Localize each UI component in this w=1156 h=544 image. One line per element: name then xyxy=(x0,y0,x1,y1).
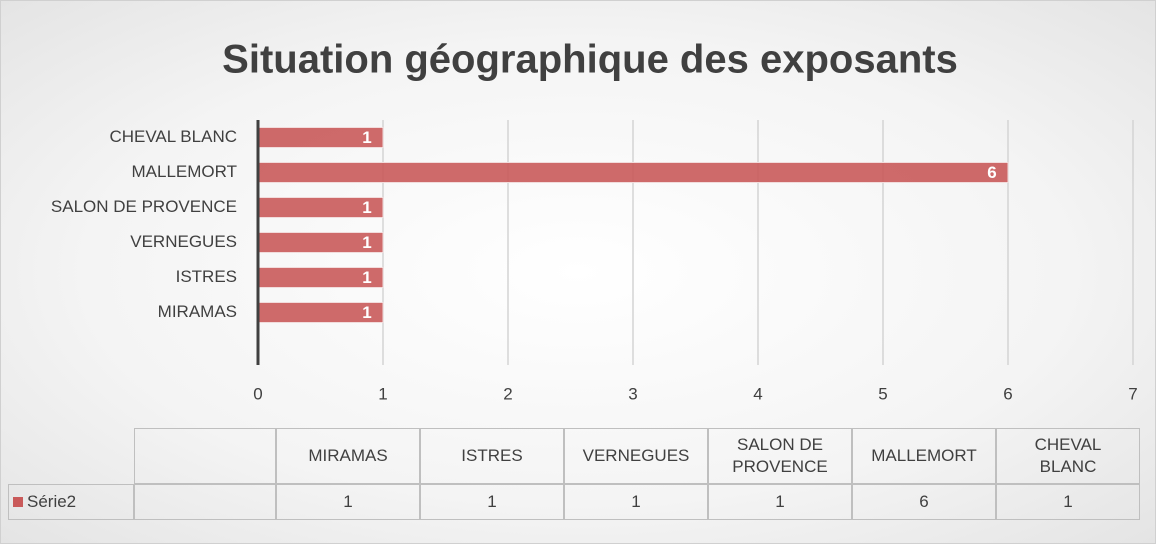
data-label: 1 xyxy=(362,233,371,252)
data-label: 1 xyxy=(362,303,371,322)
x-tick-label: 1 xyxy=(378,384,387,403)
table-blank xyxy=(134,484,276,520)
x-tick-label: 0 xyxy=(253,384,262,403)
table-header: SALON DE PROVENCE xyxy=(708,428,852,484)
table-value: 1 xyxy=(564,484,708,520)
y-tick-label: SALON DE PROVENCE xyxy=(51,197,237,216)
x-tick-label: 7 xyxy=(1128,384,1137,403)
x-tick-label: 3 xyxy=(628,384,637,403)
data-label: 6 xyxy=(987,163,996,182)
table-header: MALLEMORT xyxy=(852,428,996,484)
y-tick-label: CHEVAL BLANC xyxy=(109,127,237,146)
table-header: VERNEGUES xyxy=(564,428,708,484)
table-value: 1 xyxy=(996,484,1140,520)
table-value: 1 xyxy=(420,484,564,520)
bar xyxy=(257,162,1009,183)
table-header: ISTRES xyxy=(420,428,564,484)
table-corner xyxy=(134,428,276,484)
table-header: CHEVAL BLANC xyxy=(996,428,1140,484)
legend-label: Série2 xyxy=(27,492,77,511)
table-series-cell: Série2 xyxy=(8,484,134,520)
y-tick-label: MALLEMORT xyxy=(132,162,238,181)
x-tick-label: 5 xyxy=(878,384,887,403)
y-tick-label: ISTRES xyxy=(176,267,237,286)
data-label: 1 xyxy=(362,128,371,147)
y-tick-label: VERNEGUES xyxy=(130,232,237,251)
x-tick-label: 4 xyxy=(753,384,762,403)
data-label: 1 xyxy=(362,268,371,287)
x-tick-label: 2 xyxy=(503,384,512,403)
table-value: 1 xyxy=(276,484,420,520)
data-label: 1 xyxy=(362,198,371,217)
table-value: 1 xyxy=(708,484,852,520)
table-header: MIRAMAS xyxy=(276,428,420,484)
chart-title: Situation géographique des exposants xyxy=(222,38,958,82)
table-value: 6 xyxy=(852,484,996,520)
x-tick-label: 6 xyxy=(1003,384,1012,403)
y-tick-label: MIRAMAS xyxy=(158,302,237,321)
legend-key xyxy=(13,497,23,507)
